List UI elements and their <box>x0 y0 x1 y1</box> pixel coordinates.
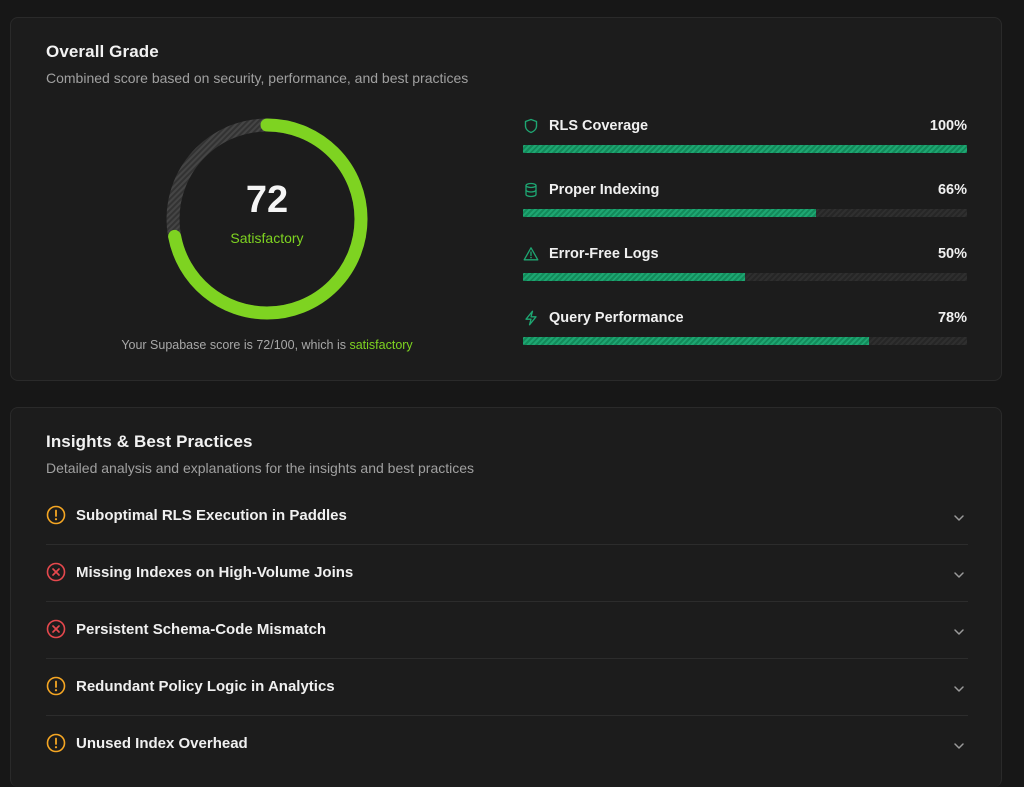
insight-label: Unused Index Overhead <box>76 735 248 752</box>
insight-label: Missing Indexes on High-Volume Joins <box>76 564 354 581</box>
metric-value: 100% <box>929 118 967 134</box>
metric-progress-track <box>523 337 967 345</box>
insights-card: Insights & Best Practices Detailed analy… <box>10 407 1002 787</box>
metric-name: Proper Indexing <box>549 182 660 198</box>
chevron-down-icon[interactable] <box>952 682 966 696</box>
metric-progress-track <box>523 209 967 217</box>
overall-grade-card: Overall Grade Combined score based on se… <box>10 17 1002 381</box>
insights-title: Insights & Best Practices <box>46 432 253 451</box>
database-icon <box>523 182 539 198</box>
warning-triangle-icon <box>523 246 539 262</box>
metric-value: 50% <box>937 246 967 262</box>
metric-progress-fill <box>523 337 870 345</box>
insight-label: Persistent Schema-Code Mismatch <box>76 621 327 638</box>
error-circle-icon <box>46 562 66 582</box>
insight-label: Suboptimal RLS Execution in Paddles <box>76 507 347 524</box>
insights-subtitle: Detailed analysis and explanations for t… <box>46 460 475 476</box>
score-caption-text: Your Supabase score is 72/100, which is <box>121 338 350 352</box>
score-gauge-ring <box>166 118 368 320</box>
insight-label: Redundant Policy Logic in Analytics <box>76 678 335 695</box>
error-circle-icon <box>46 619 66 639</box>
chevron-down-icon[interactable] <box>952 625 966 639</box>
lightning-icon <box>523 310 539 326</box>
score-value: 72 <box>245 179 289 221</box>
metric-proper-indexing: Proper Indexing 66% <box>523 182 967 222</box>
metric-progress-fill <box>523 145 967 153</box>
warning-circle-icon <box>46 733 66 753</box>
metric-progress-fill <box>523 273 745 281</box>
score-gauge-arc <box>166 118 368 320</box>
overall-grade-subtitle: Combined score based on security, perfor… <box>46 70 469 86</box>
metric-value: 66% <box>937 182 967 198</box>
score-rating: Satisfactory <box>230 230 304 246</box>
metric-progress-track <box>523 273 967 281</box>
chevron-down-icon[interactable] <box>952 511 966 525</box>
insight-row[interactable]: Persistent Schema-Code Mismatch <box>46 602 968 659</box>
shield-icon <box>523 118 539 134</box>
chevron-down-icon[interactable] <box>952 568 966 582</box>
metric-value: 78% <box>937 310 967 326</box>
insight-row[interactable]: Missing Indexes on High-Volume Joins <box>46 545 968 602</box>
insight-row[interactable]: Suboptimal RLS Execution in Paddles <box>46 488 968 545</box>
insight-row[interactable]: Unused Index Overhead <box>46 716 968 773</box>
warning-circle-icon <box>46 505 66 525</box>
metric-progress-track <box>523 145 967 153</box>
insight-row[interactable]: Redundant Policy Logic in Analytics <box>46 659 968 716</box>
score-gauge: 72 Satisfactory <box>161 113 373 325</box>
score-caption-rating: satisfactory <box>349 338 413 352</box>
metric-name: RLS Coverage <box>549 118 649 134</box>
chevron-down-icon[interactable] <box>952 739 966 753</box>
warning-circle-icon <box>46 676 66 696</box>
metric-query-performance: Query Performance 78% <box>523 310 967 350</box>
metric-name: Query Performance <box>549 310 684 326</box>
metric-rls-coverage: RLS Coverage 100% <box>523 118 967 158</box>
metric-error-free-logs: Error-Free Logs 50% <box>523 246 967 286</box>
overall-grade-title: Overall Grade <box>46 42 159 61</box>
metric-name: Error-Free Logs <box>549 246 659 262</box>
score-caption: Your Supabase score is 72/100, which is … <box>46 338 488 352</box>
metric-progress-fill <box>523 209 817 217</box>
